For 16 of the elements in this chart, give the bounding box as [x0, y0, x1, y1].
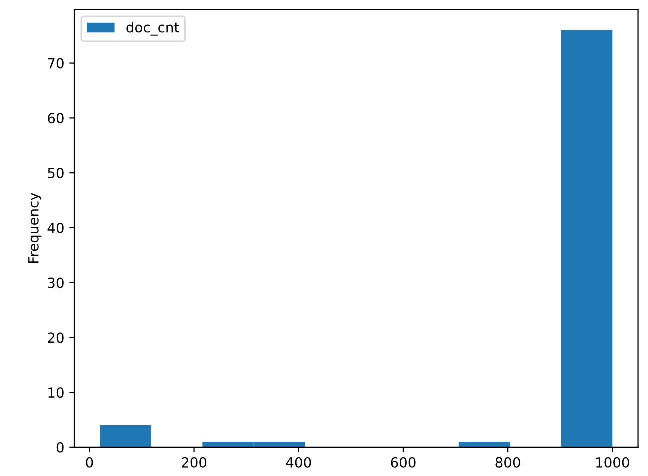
- x-tick-label: 800: [496, 457, 520, 468]
- y-tick-label: 10: [48, 388, 64, 398]
- y-tick-label: 70: [48, 58, 64, 69]
- y-tick-label: 0: [56, 442, 64, 453]
- y-tick-label: 30: [48, 278, 64, 288]
- y-tick-label: 50: [48, 168, 64, 179]
- y-tick-label: 40: [48, 222, 64, 234]
- x-tick-label: 0: [86, 457, 94, 468]
- x-tick-label: 1000: [596, 457, 630, 468]
- legend-label: doc_cnt: [126, 22, 180, 36]
- y-tick-label: 60: [48, 113, 64, 124]
- x-tick-label: 400: [286, 457, 312, 468]
- x-tick-label: 600: [391, 457, 416, 468]
- y-tick-label: 20: [48, 332, 64, 344]
- x-tick-label: 200: [182, 457, 207, 468]
- y-axis-title: Frequency: [28, 193, 42, 263]
